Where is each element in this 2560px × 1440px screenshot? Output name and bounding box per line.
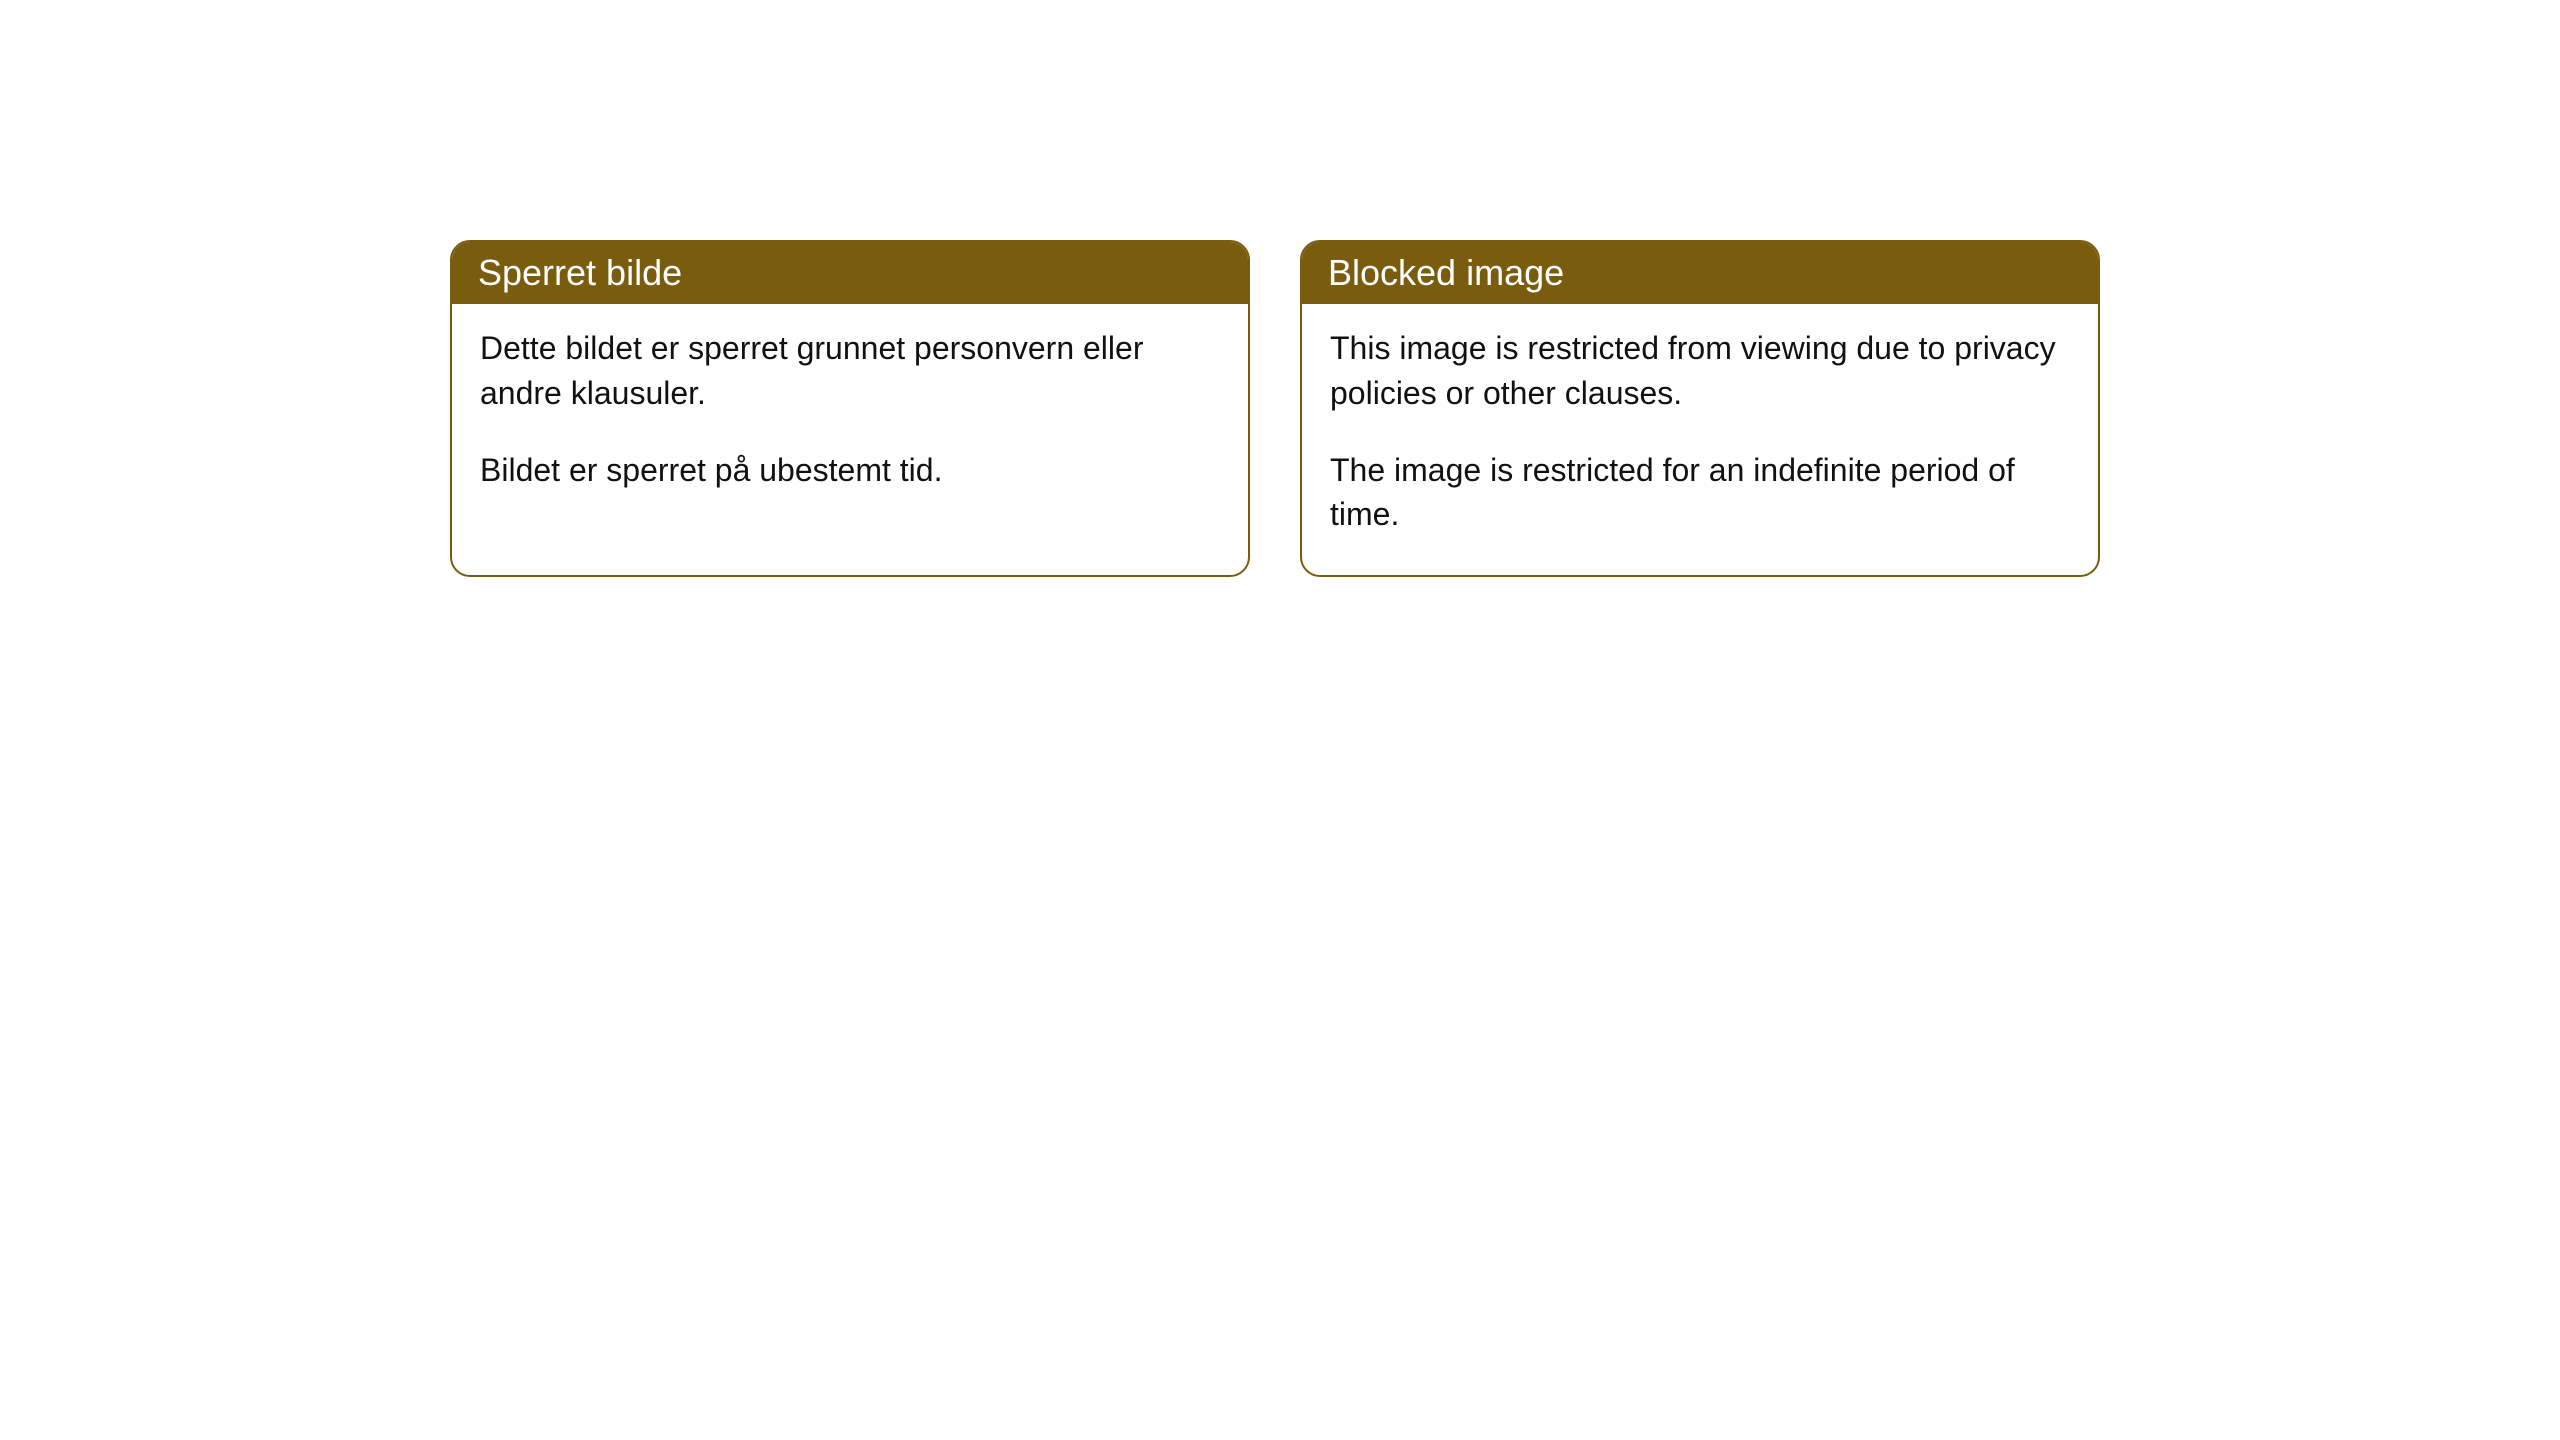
card-paragraph: Dette bildet er sperret grunnet personve… [480,326,1220,416]
card-paragraph: Bildet er sperret på ubestemt tid. [480,448,1220,493]
card-paragraph: This image is restricted from viewing du… [1330,326,2070,416]
card-body: This image is restricted from viewing du… [1302,304,2098,575]
card-body: Dette bildet er sperret grunnet personve… [452,304,1248,530]
card-paragraph: The image is restricted for an indefinit… [1330,448,2070,538]
notice-card-english: Blocked image This image is restricted f… [1300,240,2100,577]
card-title: Sperret bilde [478,252,682,293]
card-header: Sperret bilde [452,242,1248,304]
card-header: Blocked image [1302,242,2098,304]
notice-card-norwegian: Sperret bilde Dette bildet er sperret gr… [450,240,1250,577]
notice-container: Sperret bilde Dette bildet er sperret gr… [450,240,2100,577]
card-title: Blocked image [1328,252,1564,293]
